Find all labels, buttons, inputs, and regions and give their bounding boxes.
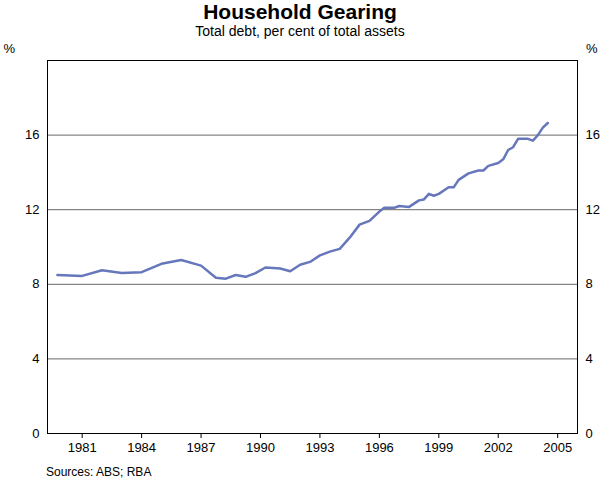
svg-text:2005: 2005 [543,440,572,455]
svg-text:1984: 1984 [127,440,156,455]
html-text:Household Gearing: Household Gearing [203,0,397,23]
svg-text:%: % [586,41,598,56]
svg-text:4: 4 [32,351,39,366]
svg-text:16: 16 [25,127,39,142]
html-text:Sources: ABS; RBA: Sources: ABS; RBA [46,465,152,479]
svg-text:4: 4 [586,351,593,366]
svg-text:1993: 1993 [305,440,334,455]
svg-text:1999: 1999 [424,440,453,455]
svg-text:1990: 1990 [246,440,275,455]
svg-text:1987: 1987 [187,440,216,455]
svg-text:0: 0 [586,426,593,441]
svg-text:12: 12 [25,202,39,217]
svg-text:8: 8 [586,276,593,291]
svg-text:2002: 2002 [484,440,513,455]
svg-text:12: 12 [586,202,600,217]
html-text:Total debt, per cent of total: Total debt, per cent of total assets [195,23,405,39]
svg-text:0: 0 [32,426,39,441]
svg-text:1996: 1996 [365,440,394,455]
svg-text:8: 8 [32,276,39,291]
svg-text:16: 16 [586,127,600,142]
svg-text:1981: 1981 [68,440,97,455]
svg-text:%: % [4,41,16,56]
